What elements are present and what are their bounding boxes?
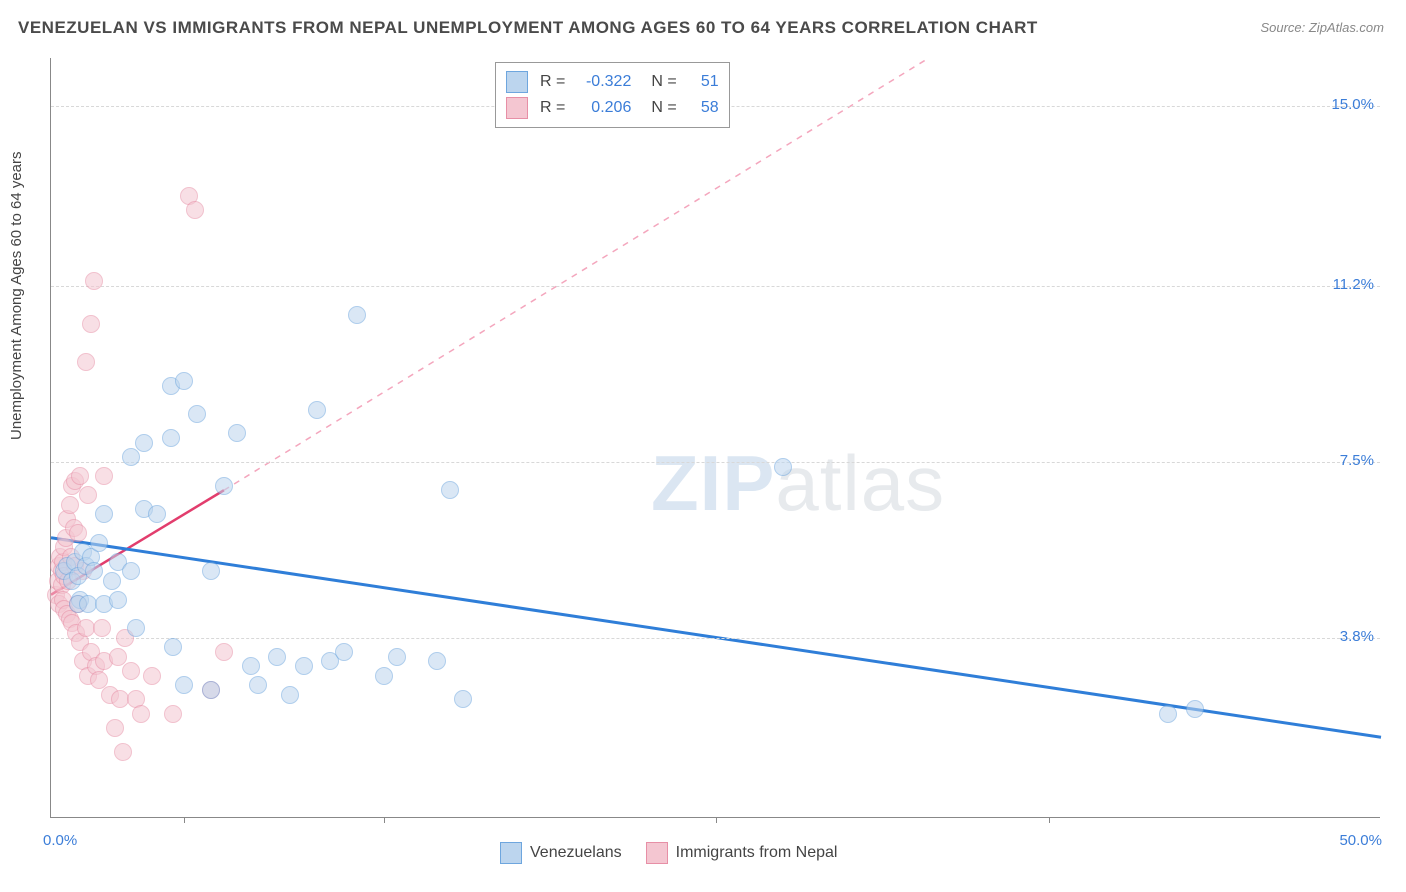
scatter-point-venezuelans <box>122 562 140 580</box>
x-tick <box>384 817 385 823</box>
scatter-point-venezuelans <box>268 648 286 666</box>
y-tick-label: 15.0% <box>1331 96 1374 113</box>
scatter-point-venezuelans <box>454 690 472 708</box>
scatter-point-venezuelans <box>249 676 267 694</box>
scatter-point-venezuelans <box>375 667 393 685</box>
legend-stats: R = -0.322 N = 51 R = 0.206 N = 58 <box>495 62 730 128</box>
scatter-point-venezuelans <box>281 686 299 704</box>
legend-stats-row: R = -0.322 N = 51 <box>506 69 719 95</box>
scatter-point-nepal <box>79 486 97 504</box>
scatter-point-nepal <box>93 619 111 637</box>
scatter-point-venezuelans <box>202 562 220 580</box>
scatter-point-venezuelans <box>388 648 406 666</box>
scatter-point-venezuelans <box>85 562 103 580</box>
scatter-point-nepal <box>82 315 100 333</box>
scatter-point-nepal <box>114 743 132 761</box>
source-prefix: Source: <box>1260 20 1308 35</box>
legend-item: Immigrants from Nepal <box>646 842 838 864</box>
scatter-point-nepal <box>109 648 127 666</box>
scatter-point-venezuelans <box>228 424 246 442</box>
gridline <box>51 638 1380 639</box>
legend-label: Venezuelans <box>530 844 622 862</box>
scatter-point-nepal <box>143 667 161 685</box>
y-axis-title: Unemployment Among Ages 60 to 64 years <box>8 151 25 440</box>
legend-swatch <box>506 97 528 119</box>
scatter-point-nepal <box>132 705 150 723</box>
y-tick-label: 7.5% <box>1340 452 1374 469</box>
trend-lines-layer <box>51 58 1380 817</box>
scatter-point-venezuelans <box>242 657 260 675</box>
legend-swatch <box>646 842 668 864</box>
scatter-point-nepal <box>71 467 89 485</box>
legend-r-value: 0.206 <box>577 99 631 117</box>
scatter-point-venezuelans <box>308 401 326 419</box>
scatter-point-nepal <box>85 272 103 290</box>
legend-item: Venezuelans <box>500 842 622 864</box>
legend-r-label: R = <box>540 99 565 117</box>
scatter-point-venezuelans <box>295 657 313 675</box>
scatter-point-nepal <box>77 353 95 371</box>
scatter-point-venezuelans <box>428 652 446 670</box>
scatter-point-nepal <box>215 643 233 661</box>
scatter-point-venezuelans <box>175 372 193 390</box>
scatter-point-venezuelans <box>162 429 180 447</box>
scatter-point-venezuelans <box>127 619 145 637</box>
scatter-point-venezuelans <box>215 477 233 495</box>
scatter-point-venezuelans <box>188 405 206 423</box>
scatter-point-venezuelans <box>348 306 366 324</box>
scatter-point-nepal <box>95 467 113 485</box>
legend-swatch <box>506 71 528 93</box>
scatter-point-nepal <box>186 201 204 219</box>
scatter-point-venezuelans <box>164 638 182 656</box>
legend-n-label: N = <box>651 99 676 117</box>
source-name: ZipAtlas.com <box>1309 20 1384 35</box>
chart-title: VENEZUELAN VS IMMIGRANTS FROM NEPAL UNEM… <box>18 18 1038 38</box>
legend-n-value: 58 <box>689 99 719 117</box>
scatter-point-venezuelans <box>135 434 153 452</box>
y-tick-label: 3.8% <box>1340 628 1374 645</box>
scatter-point-venezuelans <box>1186 700 1204 718</box>
scatter-point-nepal <box>106 719 124 737</box>
x-tick <box>184 817 185 823</box>
legend-swatch <box>500 842 522 864</box>
plot-area: ZIPatlas 3.8%7.5%11.2%15.0%0.0%50.0% <box>50 58 1380 818</box>
scatter-point-venezuelans <box>202 681 220 699</box>
scatter-point-venezuelans <box>109 591 127 609</box>
scatter-point-venezuelans <box>335 643 353 661</box>
legend-label: Immigrants from Nepal <box>676 844 838 862</box>
scatter-point-venezuelans <box>1159 705 1177 723</box>
scatter-point-venezuelans <box>95 505 113 523</box>
scatter-point-venezuelans <box>148 505 166 523</box>
watermark: ZIPatlas <box>651 438 945 529</box>
legend-r-label: R = <box>540 73 565 91</box>
scatter-point-nepal <box>164 705 182 723</box>
y-tick-label: 11.2% <box>1333 276 1374 293</box>
scatter-point-venezuelans <box>441 481 459 499</box>
legend-r-value: -0.322 <box>577 73 631 91</box>
scatter-point-venezuelans <box>103 572 121 590</box>
gridline <box>51 286 1380 287</box>
scatter-point-venezuelans <box>175 676 193 694</box>
scatter-point-venezuelans <box>122 448 140 466</box>
legend-n-label: N = <box>651 73 676 91</box>
x-tick-label-max: 50.0% <box>1339 832 1382 849</box>
gridline <box>51 462 1380 463</box>
x-tick-label-min: 0.0% <box>43 832 77 849</box>
legend-series: Venezuelans Immigrants from Nepal <box>500 842 837 864</box>
legend-stats-row: R = 0.206 N = 58 <box>506 95 719 121</box>
watermark-bold: ZIP <box>651 439 775 527</box>
x-tick <box>716 817 717 823</box>
legend-n-value: 51 <box>689 73 719 91</box>
x-tick <box>1049 817 1050 823</box>
scatter-point-nepal <box>122 662 140 680</box>
scatter-point-venezuelans <box>90 534 108 552</box>
source-attribution: Source: ZipAtlas.com <box>1260 20 1384 35</box>
scatter-point-nepal <box>69 524 87 542</box>
scatter-point-nepal <box>61 496 79 514</box>
watermark-rest: atlas <box>775 439 945 527</box>
scatter-point-venezuelans <box>774 458 792 476</box>
